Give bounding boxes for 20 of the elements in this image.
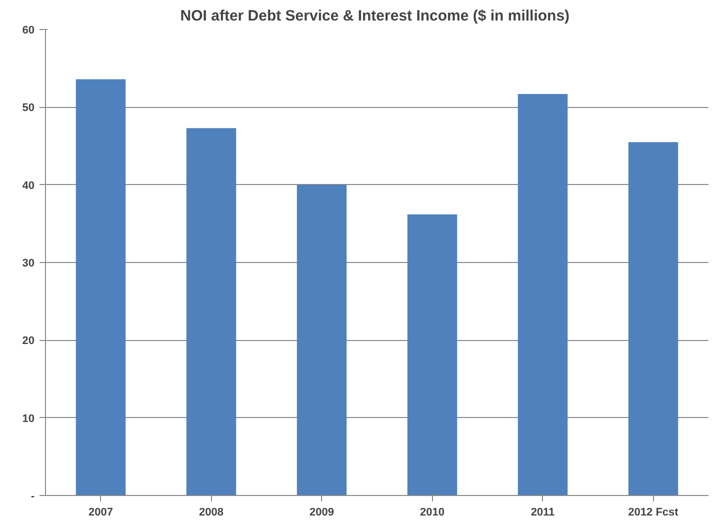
bar [518, 94, 568, 496]
bar [296, 184, 347, 496]
y-tick-label: 10 [22, 412, 35, 425]
x-tick-label: 2009 [310, 506, 334, 518]
y-tick-label: - [30, 490, 35, 502]
bar [628, 142, 678, 496]
y-tick-label: 30 [22, 258, 35, 270]
x-tick-label: 2010 [420, 506, 444, 518]
y-tick-label: 60 [22, 24, 35, 36]
x-tick-label: 2008 [199, 506, 224, 518]
chart-title: NOI after Debt Service & Interest Income ($ in millions) [180, 8, 570, 24]
x-tick-label: 2007 [88, 506, 113, 518]
x-tick-label: 2011 [530, 506, 555, 518]
y-tick-label: 50 [22, 102, 35, 114]
bar [76, 79, 126, 496]
bar [407, 214, 458, 496]
y-tick-label: 20 [22, 335, 35, 348]
bar [186, 128, 236, 496]
x-tick-label: 2012 Fcst [628, 506, 679, 518]
y-tick-label: 40 [22, 180, 35, 192]
